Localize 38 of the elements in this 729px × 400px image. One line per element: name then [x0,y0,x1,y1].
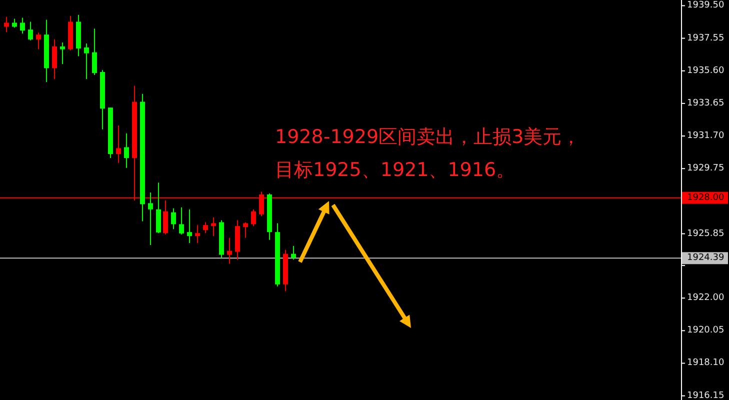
annotation: 目标1925、1921、1916。 [275,159,516,181]
y-tick-label: 1933.65 [687,98,724,108]
candlestick [171,208,176,230]
candlestick [84,42,89,80]
y-tick-label: 1925.85 [687,228,724,239]
candlestick [179,206,184,235]
candlestick [124,132,129,168]
y-tick-label: 1918.10 [687,358,724,368]
candlestick [20,17,25,34]
candlestick [36,32,41,50]
candlestick [60,42,65,65]
annotation: 1928-1929区间卖出，止损3美元， [275,126,581,148]
candlestick [243,222,248,238]
candlestick [148,192,153,246]
y-tick-label: 1920.05 [687,326,724,336]
candlestick [92,28,97,76]
candlestick [227,237,232,264]
candlestick [203,222,208,234]
candlestick [4,16,9,33]
candlestick [187,208,192,244]
candlestick [116,124,121,164]
candlestick [291,245,296,260]
candlestick [211,216,216,237]
candlestick [52,38,57,80]
y-tick-label: 1939.50 [687,0,724,11]
candlestick [28,21,33,41]
candlestick [195,224,200,244]
ref-line-label: 1924.39 [687,253,724,264]
candlestick [251,208,256,227]
y-tick-label: 1922.00 [687,293,724,304]
candlestick [163,200,168,235]
y-tick-label: 1929.75 [687,164,724,174]
y-tick-label: 1935.60 [687,66,724,76]
y-tick-label: 1916.15 [687,390,724,400]
ref-line-label: 1928.00 [687,192,724,203]
y-tick-label: 1937.55 [687,33,724,44]
y-tick-label: 1931.70 [687,131,724,142]
candlestick [156,182,161,234]
